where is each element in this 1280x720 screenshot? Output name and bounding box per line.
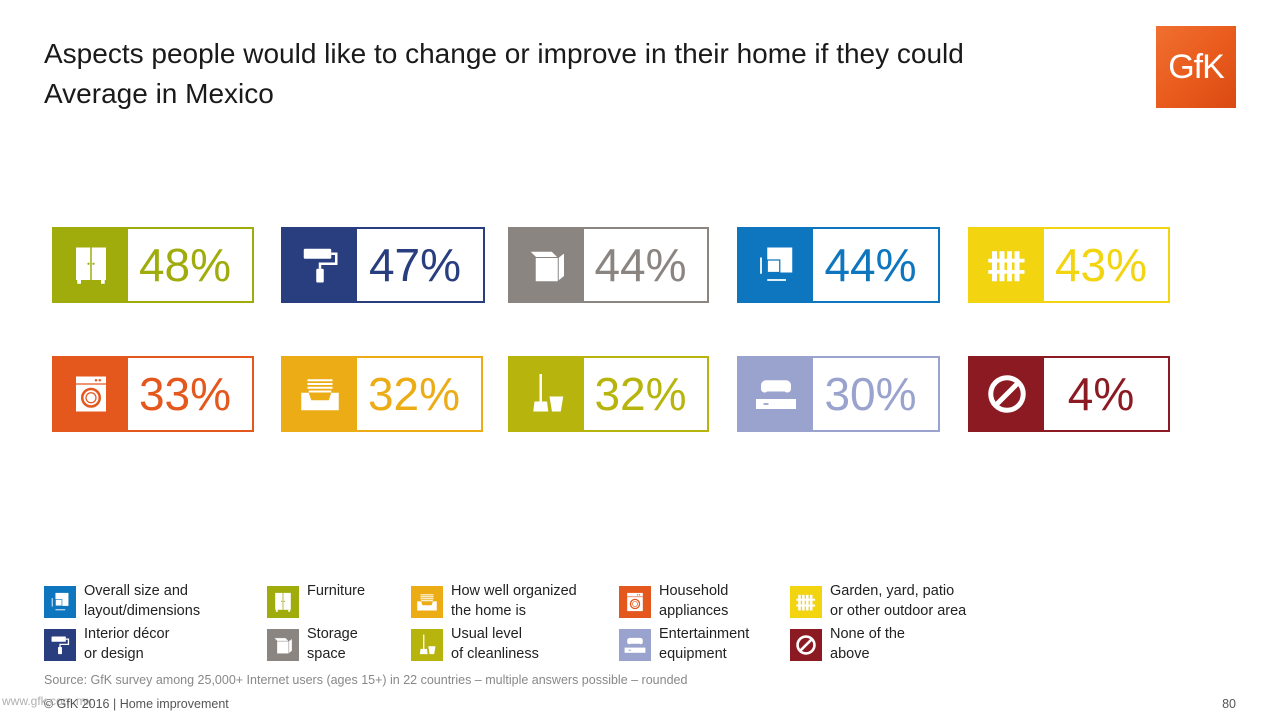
floorplan-icon — [739, 229, 813, 301]
legend-label-line: How well organized — [451, 583, 577, 599]
legend-label-line: Storage — [307, 626, 358, 642]
title-line-1: Aspects people would like to change or i… — [44, 38, 964, 69]
legend-label-line: Furniture — [307, 583, 366, 599]
paint-roller-icon — [44, 629, 76, 661]
legend-label-line: None of the — [830, 626, 905, 642]
fence-icon — [970, 229, 1044, 301]
legend-label: Garden, yard, patio or other outdoor area — [830, 582, 966, 621]
chart-tile: 44% — [737, 227, 940, 303]
chart-tile: 33% — [52, 356, 254, 432]
legend-label: Storage space — [307, 625, 358, 664]
legend-label-line: equipment — [659, 645, 727, 662]
legend-label: Furniture — [307, 582, 365, 602]
wardrobe-icon — [267, 586, 299, 618]
legend-label-line: Household — [659, 583, 729, 599]
legend-label: Overall size and layout/dimensions — [84, 582, 200, 621]
legend-label-line: the home is — [451, 602, 526, 619]
chart-tile: 44% — [508, 227, 709, 303]
box-icon — [267, 629, 299, 661]
value-label: 4% — [1067, 368, 1135, 420]
legend-label: Entertainment equipment — [659, 625, 749, 664]
chart-tile: 43% — [968, 227, 1170, 303]
floorplan-icon — [44, 586, 76, 618]
fence-icon — [790, 586, 822, 618]
page-title: Aspects people would like to change or i… — [44, 34, 964, 114]
legend-label-line: appliances — [659, 602, 729, 619]
copyright: © GfK 2016 | Home improvement — [44, 697, 229, 711]
watermark: www.gfk.com.mx — [2, 694, 93, 708]
prohibited-icon — [970, 358, 1044, 430]
value-label: 44% — [594, 239, 687, 291]
chart-tile: 48% — [52, 227, 254, 303]
legend-label: Interior décor or design — [84, 625, 169, 664]
legend-label-line: Overall size and — [84, 583, 188, 599]
legend-label-line: of cleanliness — [451, 645, 539, 662]
legend-label-line: above — [830, 645, 870, 662]
gfk-logo: GfK — [1156, 26, 1236, 108]
legend-label-line: Garden, yard, patio — [830, 583, 955, 599]
broom-bucket-icon — [411, 629, 443, 661]
value-label: 44% — [824, 239, 917, 291]
title-line-2: Average in Mexico — [44, 78, 274, 109]
legend-label-line: Usual level — [451, 626, 522, 642]
legend-label: Household appliances — [659, 582, 728, 621]
value-label: 43% — [1054, 239, 1148, 291]
value-label: 32% — [367, 368, 461, 420]
box-icon — [510, 229, 584, 301]
value-label: 30% — [824, 368, 917, 420]
legend-label-line: Interior décor — [84, 626, 170, 642]
washing-machine-icon — [619, 586, 651, 618]
value-label: 33% — [138, 368, 232, 420]
page-number: 80 — [1222, 697, 1236, 711]
chart-tile: 47% — [281, 227, 485, 303]
legend-label-line: layout/dimensions — [84, 602, 201, 619]
game-console-icon — [619, 629, 651, 661]
prohibited-icon — [790, 629, 822, 661]
legend-label-line: or other outdoor area — [830, 602, 967, 619]
value-label: 48% — [138, 239, 232, 291]
legend-label-line: space — [307, 645, 346, 662]
drawer-icon — [283, 358, 357, 430]
chart-tile: 4% — [968, 356, 1170, 432]
wardrobe-icon — [54, 229, 128, 301]
game-console-icon — [739, 358, 813, 430]
drawer-icon — [411, 586, 443, 618]
legend-label-line: Entertainment — [659, 626, 750, 642]
legend-label: Usual level of cleanliness — [451, 625, 539, 664]
source-note: Source: GfK survey among 25,000+ Interne… — [44, 673, 688, 687]
legend-label-line: or design — [84, 645, 144, 662]
broom-bucket-icon — [510, 358, 584, 430]
value-label: 47% — [368, 239, 462, 291]
legend-label: None of the above — [830, 625, 905, 664]
paint-roller-icon — [283, 229, 357, 301]
chart-tile: 30% — [737, 356, 940, 432]
chart-tile: 32% — [508, 356, 709, 432]
washing-machine-icon — [54, 358, 128, 430]
chart-tile: 32% — [281, 356, 483, 432]
value-label: 32% — [594, 368, 687, 420]
legend-label: How well organized the home is — [451, 582, 577, 621]
